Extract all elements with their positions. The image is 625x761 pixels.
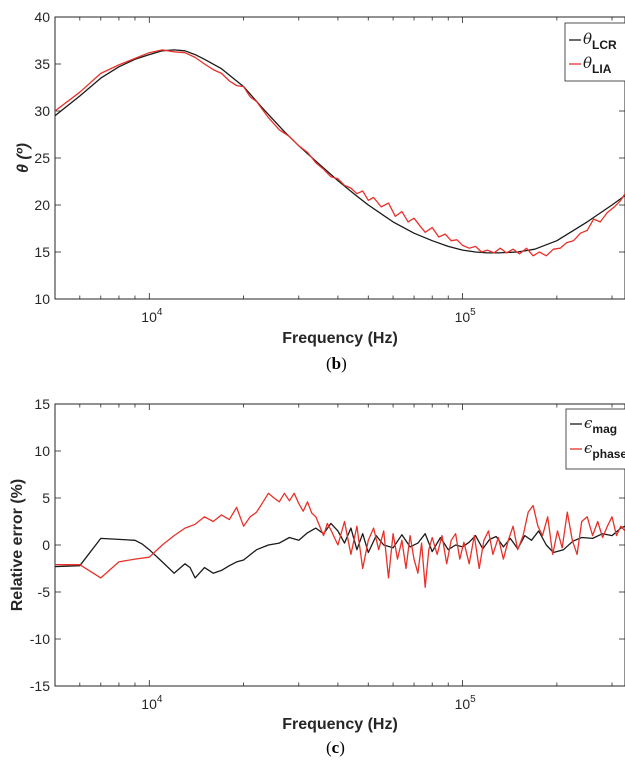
legend-box-b: [564, 22, 625, 82]
legend-label-lcr: θLCR: [583, 30, 617, 52]
x-tick-label-1e5-c: 105: [455, 694, 477, 712]
y-axis-label-b: θ (º): [15, 143, 32, 173]
x-tick-label-1e4-b: 104: [141, 307, 163, 325]
y-tick-label: 10: [34, 291, 50, 307]
y-tick-label: 25: [34, 150, 50, 166]
x-tick-exp: 4: [157, 694, 163, 705]
plot-area-b: [54, 16, 625, 300]
y-tick-label: -15: [30, 678, 50, 694]
y-tick-label: 15: [34, 396, 50, 412]
series-line-phase: [55, 492, 625, 588]
series-group-b: [55, 49, 625, 257]
x-tick-base: 10: [141, 309, 157, 325]
axis-ticks-b: [54, 16, 625, 300]
y-axis-label-c: Relative error (%): [9, 479, 26, 612]
x-tick-label-1e5-b: 105: [455, 307, 477, 325]
y-tick-label: 0: [42, 537, 50, 553]
panel-letter-b: b: [332, 354, 341, 373]
panel-label-c: (c): [326, 738, 345, 757]
y-tick-label: 10: [34, 443, 50, 459]
legend-label-phase: ϵphase: [584, 439, 625, 461]
y-tick-labels-b: 10 15 20 25 30 35 40: [34, 9, 50, 307]
x-axis-label-b: Frequency (Hz): [282, 330, 398, 347]
y-tick-label: -10: [30, 631, 50, 647]
y-tick-label: -5: [38, 584, 51, 600]
x-tick-label-1e4-c: 104: [141, 694, 163, 712]
axis-ticks-c: [54, 403, 625, 687]
series-group-c: [55, 492, 625, 588]
legend-label-lia: θLIA: [583, 54, 612, 76]
series-line-lia: [55, 49, 625, 257]
y-tick-label: 15: [34, 244, 50, 260]
y-tick-label: 30: [34, 103, 50, 119]
y-tick-label: 35: [34, 56, 50, 72]
legend-b: θLCR θLIA: [564, 22, 625, 82]
x-tick-exp: 5: [470, 694, 476, 705]
y-tick-label: 40: [34, 9, 50, 25]
x-axis-label-c: Frequency (Hz): [282, 716, 398, 733]
y-tick-label: 20: [34, 197, 50, 213]
plot-area-c: [54, 403, 625, 687]
x-tick-exp: 5: [470, 307, 476, 318]
legend-c: ϵmag ϵphase: [565, 408, 625, 470]
y-tick-label: 5: [42, 490, 50, 506]
legend-label-mag: ϵmag: [584, 414, 617, 436]
x-tick-exp: 4: [157, 307, 163, 318]
x-tick-base: 10: [455, 309, 471, 325]
panel-letter-c: c: [332, 738, 340, 757]
panel-label-b: (b): [326, 354, 347, 373]
x-tick-base: 10: [455, 696, 471, 712]
x-tick-base: 10: [141, 696, 157, 712]
legend-box-c: [565, 408, 625, 470]
y-tick-labels-c: -15 -10 -5 0 5 10 15: [30, 396, 50, 694]
series-line-mag: [55, 522, 625, 579]
